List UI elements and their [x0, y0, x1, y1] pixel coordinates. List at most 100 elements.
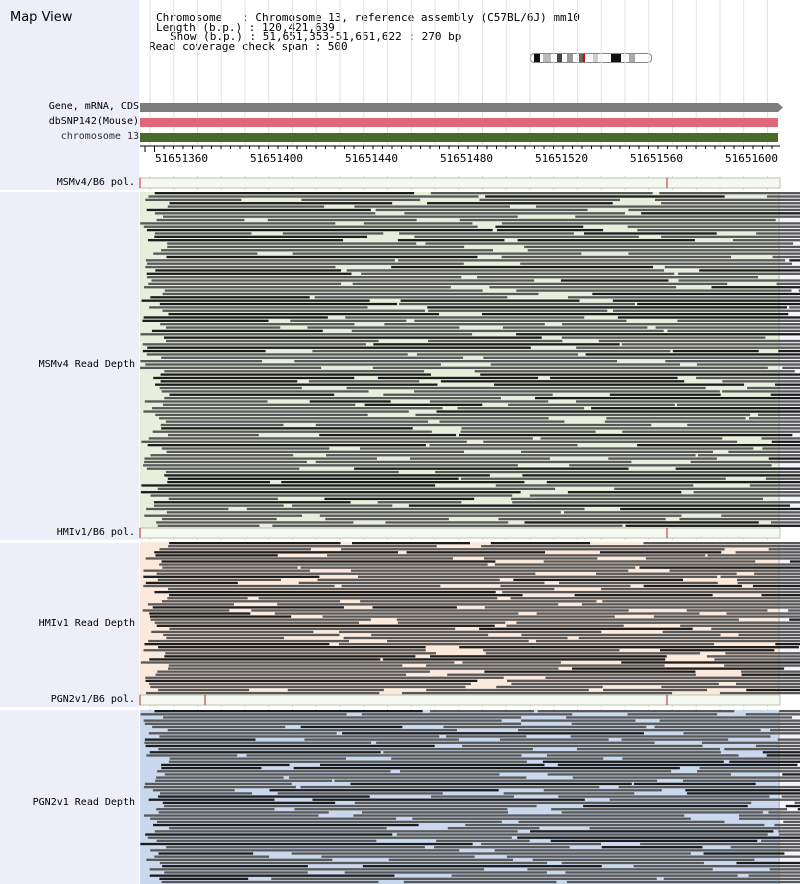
- read-bar: [789, 306, 800, 309]
- read-bar: [146, 754, 238, 757]
- track-label-chromosome: chromosome 13: [60, 131, 139, 142]
- read-bar: [352, 542, 470, 545]
- read-bar: [159, 302, 398, 306]
- info-length: Length (b.p.) : 120,421,639: [156, 21, 335, 34]
- read-bar: [550, 376, 678, 380]
- read-bar: [602, 600, 800, 603]
- read-bar: [319, 514, 682, 517]
- read-bar: [160, 373, 431, 376]
- read-bar: [159, 877, 249, 880]
- read-bar: [745, 713, 800, 716]
- read-bar: [501, 255, 732, 259]
- read-bar: [160, 380, 298, 383]
- read-bar: [663, 877, 800, 880]
- read-bar: [430, 655, 667, 658]
- read-bar: [146, 262, 464, 265]
- read-bar: [622, 430, 800, 433]
- gene-track-bar[interactable]: [140, 103, 778, 112]
- read-bar: [565, 871, 800, 874]
- info-coverage: Read coverage check span : 500: [149, 40, 348, 53]
- read-bar: [682, 779, 800, 782]
- read-bar: [342, 732, 644, 735]
- read-bar: [739, 814, 800, 817]
- read-bar: [140, 661, 455, 664]
- read-bar: [399, 302, 635, 306]
- read-bar: [161, 560, 496, 563]
- read-bar: [621, 343, 800, 346]
- read-bar: [601, 587, 800, 591]
- read-bar: [166, 846, 425, 849]
- read-bar: [711, 286, 800, 289]
- read-bar: [160, 323, 355, 326]
- read-bar: [161, 427, 413, 430]
- read-bar: [350, 782, 632, 786]
- read-bar: [572, 667, 785, 670]
- read-bar: [163, 804, 537, 808]
- read-bar: [149, 615, 292, 618]
- read-bar: [326, 454, 696, 457]
- read-bar: [382, 658, 666, 661]
- read-bar: [430, 710, 534, 713]
- read-bar: [506, 624, 624, 627]
- read-bar: [776, 282, 800, 286]
- read-bar: [529, 494, 800, 497]
- read-bar: [637, 302, 800, 306]
- chromosome-ideogram[interactable]: [530, 53, 652, 63]
- read-bar: [377, 501, 462, 504]
- read-bar: [608, 457, 717, 460]
- read-bar: [566, 880, 800, 884]
- gene-arrow-icon: [778, 103, 783, 112]
- read-bar: [481, 545, 800, 548]
- read-bar: [159, 861, 548, 865]
- read-bar: [140, 333, 473, 336]
- read-bar: [683, 732, 800, 735]
- read-bar: [621, 661, 800, 664]
- read-bar: [672, 349, 759, 353]
- read-bar: [761, 839, 800, 843]
- read-bar: [149, 751, 381, 754]
- read-bar: [157, 670, 430, 673]
- read-bar: [164, 655, 416, 658]
- read-bar: [561, 336, 766, 339]
- read-bar: [384, 323, 545, 326]
- read-bar: [516, 333, 800, 336]
- read-bar: [690, 460, 800, 464]
- read-bar: [770, 728, 800, 732]
- read-bar: [489, 286, 677, 289]
- read-bar: [798, 289, 800, 292]
- read-bar: [474, 370, 795, 373]
- read-bar: [162, 566, 298, 569]
- read-bar: [797, 808, 800, 811]
- read-bar: [353, 814, 685, 817]
- read-bar: [785, 804, 800, 808]
- read-bar: [164, 396, 501, 400]
- read-bar: [724, 747, 800, 751]
- read-bar: [152, 430, 432, 433]
- read-bar: [169, 827, 387, 830]
- read-bar: [341, 548, 725, 551]
- read-bar: [140, 360, 263, 363]
- read-bar: [375, 208, 588, 212]
- read-bar: [612, 299, 800, 302]
- read-bar: [357, 575, 718, 578]
- read-bar: [155, 413, 368, 417]
- read-bar: [312, 798, 585, 801]
- read-bar: [146, 507, 229, 511]
- read-bar: [346, 269, 665, 272]
- read-bar: [156, 776, 284, 779]
- read-bar: [677, 403, 800, 406]
- snp-track-bar[interactable]: [140, 118, 778, 127]
- read-bar: [625, 524, 800, 527]
- read-bar: [543, 560, 756, 563]
- read-bar: [165, 652, 436, 655]
- read-bar: [546, 754, 739, 757]
- read-bar: [701, 741, 800, 744]
- read-bar: [581, 603, 800, 606]
- read-bar: [269, 789, 499, 792]
- read-bar: [361, 811, 509, 814]
- read-bar: [162, 309, 425, 312]
- read-bar: [341, 584, 441, 588]
- chromosome-track-bar[interactable]: [140, 133, 778, 142]
- read-bar: [143, 464, 518, 467]
